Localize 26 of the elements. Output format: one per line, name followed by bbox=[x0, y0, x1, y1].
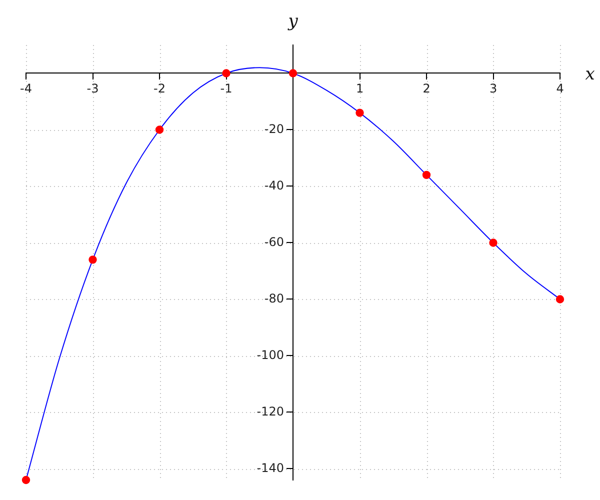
x-axis-title: x bbox=[585, 64, 596, 85]
y-axis-title: y bbox=[287, 11, 298, 32]
point bbox=[88, 256, 97, 264]
point bbox=[288, 69, 298, 78]
x-tick-label: 1 bbox=[356, 82, 364, 96]
x-tick-label: 4 bbox=[556, 82, 564, 96]
y-tick-label: -40 bbox=[264, 178, 284, 192]
point bbox=[422, 170, 431, 180]
point bbox=[489, 238, 498, 247]
point bbox=[356, 108, 364, 117]
point bbox=[222, 69, 230, 78]
point bbox=[556, 295, 564, 304]
y-tick-label: -120 bbox=[256, 404, 284, 418]
point bbox=[155, 126, 164, 134]
x-tick-label: 3 bbox=[489, 82, 498, 96]
x-tick-label: 2 bbox=[422, 82, 430, 96]
y-tick-label: -80 bbox=[264, 291, 284, 306]
y-tick-label: -100 bbox=[256, 348, 284, 362]
y-tick-label: -20 bbox=[264, 122, 284, 136]
x-tick-label: -2 bbox=[154, 82, 166, 96]
x-tick-label: -4 bbox=[20, 82, 32, 96]
point bbox=[22, 476, 30, 484]
x-tick-label: -3 bbox=[86, 82, 99, 96]
x-tick-label: -1 bbox=[220, 82, 232, 96]
y-tick-label: -140 bbox=[256, 460, 284, 475]
y-tick-label: -60 bbox=[264, 234, 284, 249]
